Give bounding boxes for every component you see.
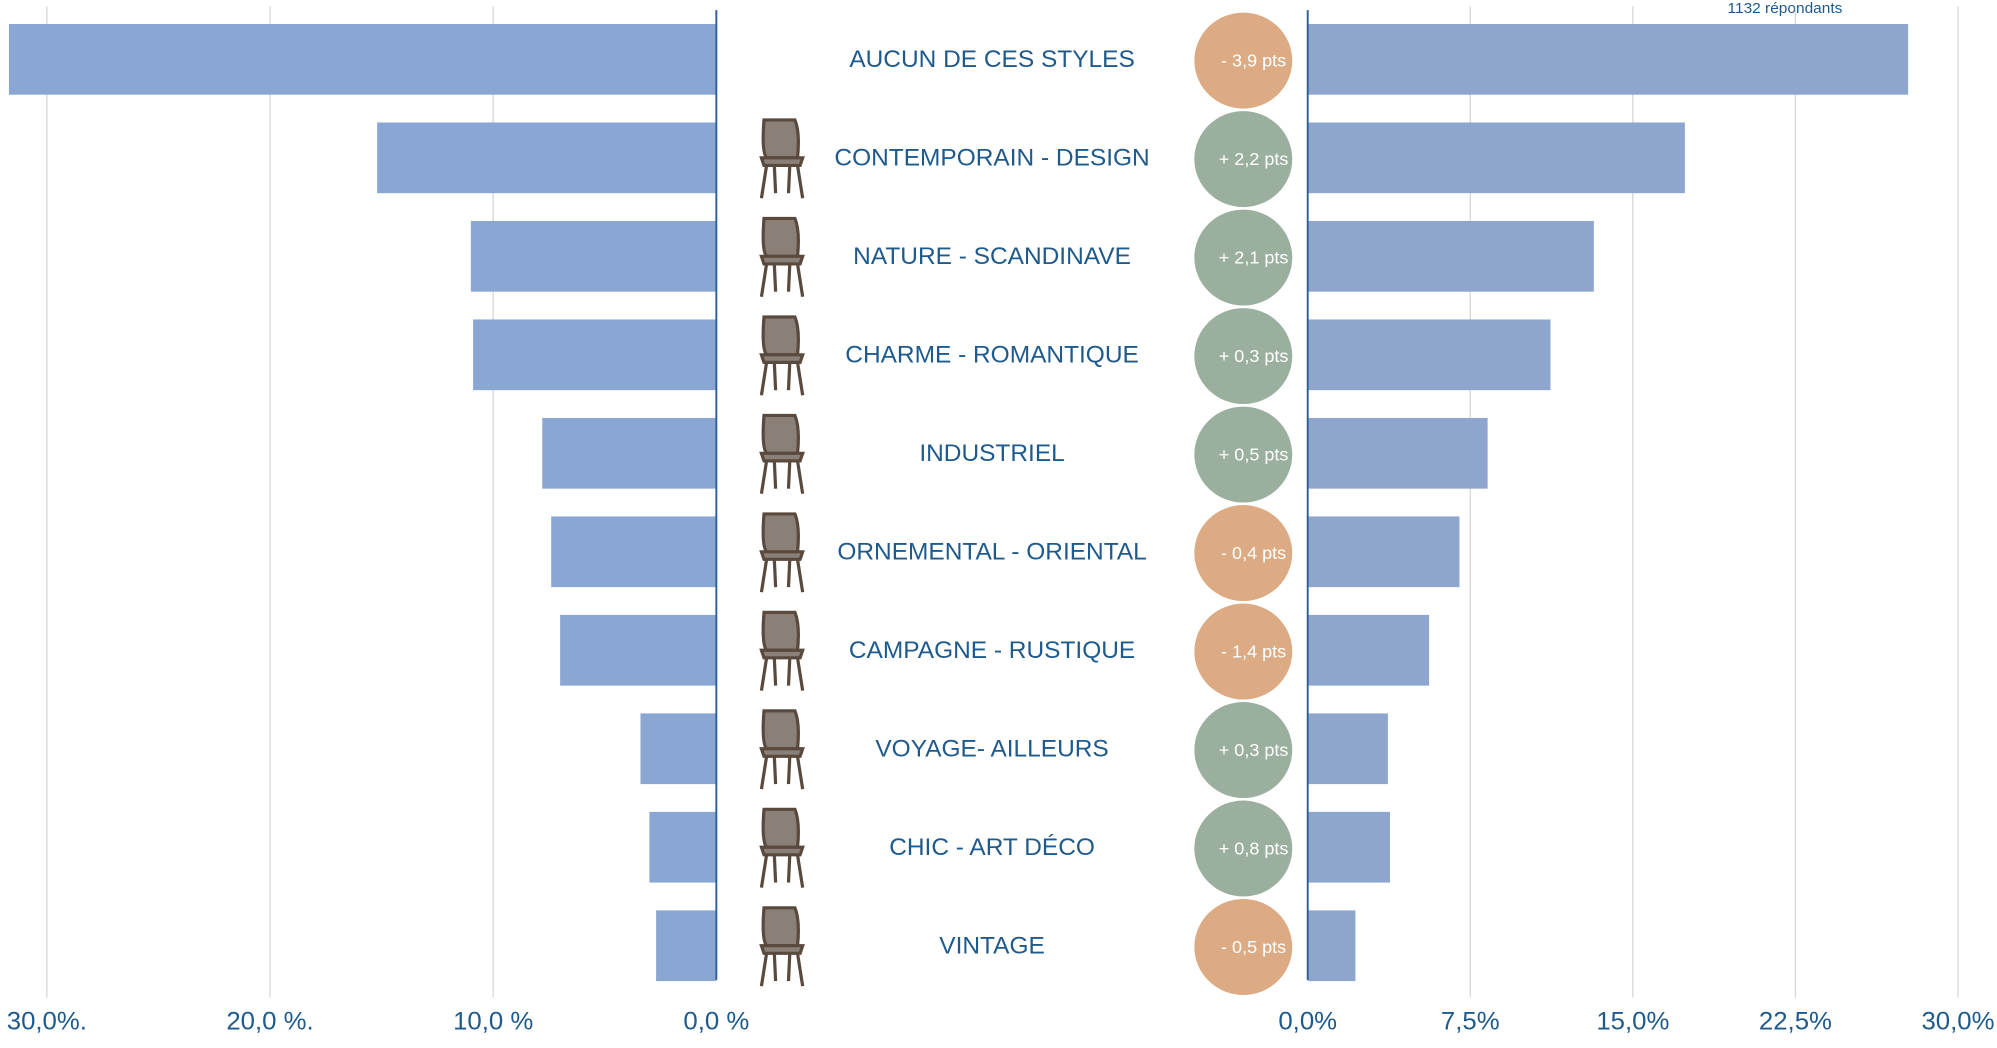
category-label: ORNEMENTAL - ORIENTAL <box>837 539 1146 566</box>
bar <box>1307 319 1551 391</box>
chair-seat <box>759 156 805 167</box>
chair-icon <box>759 512 805 593</box>
chair-back <box>761 807 800 849</box>
chair-seat <box>759 353 805 364</box>
chair-back <box>761 709 800 751</box>
category-label: CHARME - ROMANTIQUE <box>845 342 1139 369</box>
category-label: AUCUN DE CES STYLES <box>849 46 1134 73</box>
chair-back <box>761 512 800 554</box>
chair-icon <box>759 118 805 199</box>
x-tick-label: 22,5% <box>1759 1008 1832 1036</box>
bar <box>1307 417 1488 489</box>
change-badge <box>1194 800 1293 897</box>
bar <box>1307 614 1430 686</box>
chair-legs <box>759 263 805 297</box>
change-label: - 0,5 pts <box>1221 937 1286 957</box>
chair-icon <box>759 413 805 494</box>
bar <box>1307 811 1391 883</box>
chair-seat <box>759 254 805 266</box>
bar <box>1307 23 1909 95</box>
x-tick-label: 0,0 % <box>683 1008 749 1036</box>
change-label: - 1,4 pts <box>1221 642 1286 662</box>
bar <box>8 23 717 95</box>
change-label: + 2,1 pts <box>1219 248 1289 268</box>
x-tick-label: 7,5% <box>1441 1008 1500 1036</box>
chair-seat <box>759 845 805 857</box>
change-label: + 2,2 pts <box>1219 149 1289 169</box>
bar <box>649 811 717 883</box>
category-label: INDUSTRIEL <box>919 440 1064 467</box>
change-badge <box>1194 899 1293 995</box>
chair-seat <box>759 451 805 463</box>
change-badge <box>1194 505 1293 602</box>
change-label: - 0,4 pts <box>1221 543 1286 563</box>
chair-back <box>761 610 800 652</box>
chair-seat <box>759 550 805 561</box>
bar <box>542 417 717 489</box>
chair-icon <box>759 315 805 396</box>
bar <box>1307 713 1388 785</box>
category-label: NATURE - SCANDINAVE <box>853 243 1131 270</box>
chair-icon <box>759 216 805 297</box>
change-badge <box>1194 209 1293 306</box>
change-badge <box>1194 603 1293 700</box>
chair-icon <box>759 807 805 888</box>
chair-seat <box>759 747 805 758</box>
chair-back <box>761 315 800 357</box>
chair-back <box>761 413 800 455</box>
chair-legs <box>759 756 805 790</box>
change-label: + 0,3 pts <box>1219 740 1289 760</box>
category-label: CAMPAGNE - RUSTIQUE <box>849 637 1135 664</box>
change-badge <box>1194 406 1293 503</box>
change-badge <box>1194 111 1293 208</box>
chair-legs <box>759 362 805 396</box>
chair-legs <box>759 657 805 691</box>
chair-back <box>761 118 800 160</box>
change-badge <box>1194 702 1293 798</box>
x-tick-label: 20,0 %. <box>226 1008 313 1036</box>
chair-legs <box>759 460 805 494</box>
x-tick-label: 10,0 % <box>453 1008 533 1036</box>
change-label: + 0,5 pts <box>1219 445 1289 465</box>
category-label: VOYAGE- AILLEURS <box>875 736 1108 763</box>
bar <box>470 220 717 292</box>
bar <box>1307 122 1685 194</box>
bar <box>1307 516 1460 588</box>
bar <box>1307 220 1594 292</box>
change-label: - 3,9 pts <box>1221 51 1286 71</box>
x-tick-label: 0,0% <box>1278 1008 1337 1036</box>
bar <box>560 614 717 686</box>
x-tick-label: 15,0% <box>1596 1008 1669 1036</box>
bar <box>640 713 717 785</box>
chair-icon <box>759 906 805 987</box>
chair-legs <box>759 953 805 987</box>
category-label: VINTAGE <box>939 933 1045 960</box>
change-label: + 0,3 pts <box>1219 346 1289 366</box>
bar <box>551 516 717 588</box>
change-badge <box>1194 12 1293 109</box>
chair-legs <box>759 854 805 888</box>
chair-back <box>761 216 800 258</box>
bar <box>656 910 717 982</box>
chair-icon <box>759 709 805 790</box>
bar <box>473 319 717 391</box>
change-label: + 0,8 pts <box>1219 839 1289 859</box>
category-label: CONTEMPORAIN - DESIGN <box>834 145 1149 172</box>
chair-seat <box>759 944 805 955</box>
chair-legs <box>759 559 805 593</box>
x-tick-label: 30,0% <box>1921 1008 1994 1036</box>
bar <box>1307 910 1356 982</box>
chair-seat <box>759 648 805 660</box>
chair-legs <box>759 165 805 199</box>
change-badge <box>1194 308 1293 405</box>
bar <box>377 122 717 194</box>
chair-back <box>761 906 800 948</box>
x-tick-label: 30,0%. <box>7 1008 87 1036</box>
category-label: CHIC - ART DÉCO <box>889 834 1095 861</box>
note: 1132 répondants <box>1728 0 1843 17</box>
chair-icon <box>759 610 805 691</box>
